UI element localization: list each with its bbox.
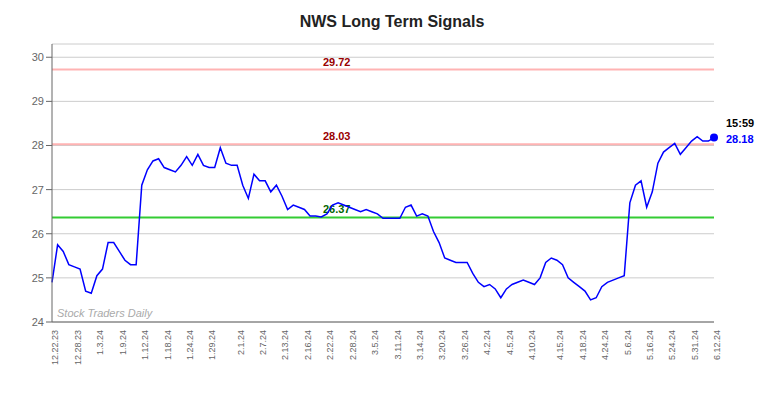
svg-text:1.24.24: 1.24.24 [185,330,195,360]
svg-text:1.3.24: 1.3.24 [95,330,105,355]
svg-text:1.12.24: 1.12.24 [140,330,150,360]
svg-text:4.10.24: 4.10.24 [527,330,537,360]
svg-text:2.16.24: 2.16.24 [303,330,313,360]
svg-text:5.31.24: 5.31.24 [690,330,700,360]
svg-text:27: 27 [32,184,44,196]
svg-text:12.22.23: 12.22.23 [50,330,60,365]
svg-text:1.29.24: 1.29.24 [207,330,217,360]
svg-text:2.7.24: 2.7.24 [258,330,268,355]
svg-text:5.24.24: 5.24.24 [668,330,678,360]
svg-text:26: 26 [32,228,44,240]
svg-text:2.1.24: 2.1.24 [236,330,246,355]
svg-text:26.37: 26.37 [322,203,351,216]
svg-text:12.28.23: 12.28.23 [73,330,83,365]
svg-text:4.18.24: 4.18.24 [578,330,588,360]
svg-text:4.5.24: 4.5.24 [505,330,515,355]
svg-text:28.18: 28.18 [726,133,754,145]
svg-text:2.22.24: 2.22.24 [325,330,335,360]
html-text:NWS Long Term Signals: NWS Long Term Signals [299,13,485,30]
svg-text:24: 24 [32,316,44,328]
svg-text:29: 29 [32,95,44,107]
svg-text:4.2.24: 4.2.24 [482,330,492,355]
svg-text:15:59: 15:59 [726,117,754,129]
svg-text:3.14.24: 3.14.24 [415,330,425,360]
svg-text:3.20.24: 3.20.24 [437,330,447,360]
svg-text:2.28.24: 2.28.24 [348,330,358,360]
svg-text:6.12.24: 6.12.24 [712,330,722,360]
svg-text:5.6.24: 5.6.24 [623,330,633,355]
svg-text:25: 25 [32,272,44,284]
svg-text:Stock Traders Daily: Stock Traders Daily [57,307,154,319]
svg-text:3.5.24: 3.5.24 [370,330,380,355]
svg-text:4.24.24: 4.24.24 [600,330,610,360]
svg-text:2.13.24: 2.13.24 [280,330,290,360]
svg-text:30: 30 [32,51,44,63]
svg-text:3.26.24: 3.26.24 [460,330,470,360]
svg-text:28: 28 [32,139,44,151]
svg-text:1.18.24: 1.18.24 [163,330,173,360]
svg-text:4.15.24: 4.15.24 [555,330,565,360]
svg-text:28.03: 28.03 [323,130,351,142]
svg-text:29.72: 29.72 [323,56,351,68]
svg-text:3.11.24: 3.11.24 [393,330,403,359]
svg-text:1.9.24: 1.9.24 [118,330,128,355]
svg-text:5.16.24: 5.16.24 [645,330,655,360]
